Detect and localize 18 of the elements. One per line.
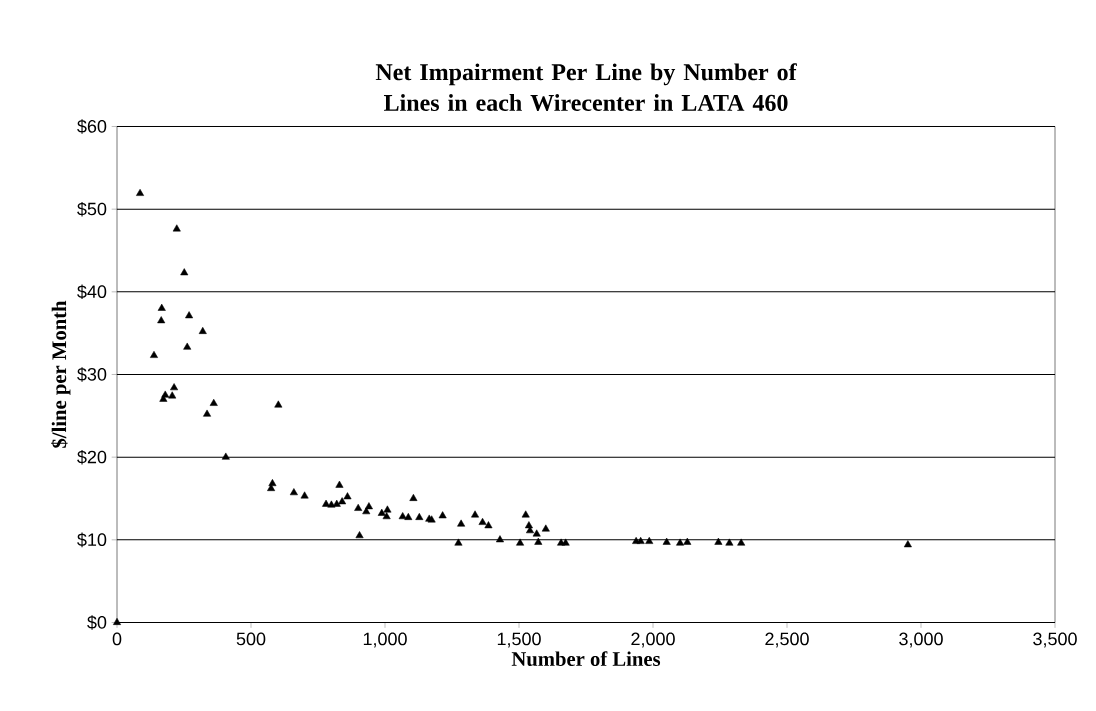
x-tick-label: 2,500 xyxy=(765,632,809,648)
x-tick-label: 3,500 xyxy=(1033,632,1077,648)
y-tick-label: $40 xyxy=(77,284,107,300)
x-tick-label: 2,000 xyxy=(631,632,675,648)
x-tick-label: 500 xyxy=(236,632,266,646)
y-axis-title: $/line per Month xyxy=(51,300,71,448)
x-tick-label: 0 xyxy=(112,632,122,646)
y-tick-label: $50 xyxy=(77,201,107,217)
x-tick-label: 3,000 xyxy=(899,632,943,648)
chart-title: Net Impairment Per Line by Number of Lines in each Wirecenter in LATA 460 xyxy=(375,63,797,112)
x-axis-title: Number of Lines xyxy=(511,651,661,667)
x-tick-label: 1,500 xyxy=(497,632,541,648)
y-tick-label: $0 xyxy=(87,615,107,630)
y-tick-label: $20 xyxy=(77,449,107,465)
x-tick-label: 1,000 xyxy=(363,632,407,648)
y-tick-label: $10 xyxy=(77,532,107,548)
y-tick-label: $30 xyxy=(77,367,107,382)
y-tick-label: $60 xyxy=(77,119,107,134)
